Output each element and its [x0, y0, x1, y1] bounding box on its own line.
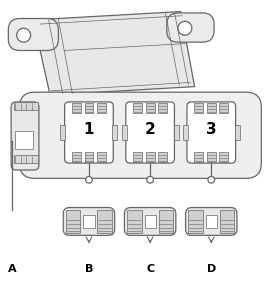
Bar — [194, 103, 203, 113]
Text: 1: 1 — [84, 122, 94, 137]
Bar — [85, 152, 93, 162]
Bar — [14, 102, 38, 110]
Text: 2: 2 — [145, 122, 155, 137]
Bar — [158, 103, 167, 113]
Bar — [85, 103, 93, 113]
Bar — [14, 155, 38, 163]
Bar — [183, 125, 188, 140]
FancyBboxPatch shape — [126, 102, 174, 163]
Polygon shape — [33, 12, 195, 95]
Bar — [112, 125, 117, 140]
FancyBboxPatch shape — [124, 208, 176, 235]
Bar — [127, 210, 142, 233]
Text: D: D — [207, 264, 216, 274]
Bar — [173, 125, 178, 140]
Bar — [121, 125, 126, 140]
Bar — [97, 210, 112, 233]
Bar — [235, 125, 240, 140]
Circle shape — [147, 176, 153, 183]
Bar — [97, 103, 106, 113]
Bar — [207, 103, 216, 113]
FancyBboxPatch shape — [11, 102, 39, 170]
Bar — [146, 152, 155, 162]
Text: A: A — [8, 264, 17, 274]
Circle shape — [17, 28, 31, 42]
Circle shape — [178, 21, 192, 35]
Bar — [206, 215, 217, 228]
Bar — [72, 103, 81, 113]
FancyBboxPatch shape — [64, 102, 113, 163]
Bar — [83, 215, 95, 228]
Bar — [72, 152, 81, 162]
Text: 3: 3 — [206, 122, 217, 137]
Bar — [145, 215, 156, 228]
Text: B: B — [85, 264, 93, 274]
FancyBboxPatch shape — [63, 208, 115, 235]
FancyBboxPatch shape — [187, 102, 235, 163]
Text: C: C — [146, 264, 154, 274]
Bar — [158, 210, 173, 233]
Bar — [97, 152, 106, 162]
Bar — [220, 210, 234, 233]
Bar — [61, 125, 66, 140]
Bar — [219, 103, 228, 113]
Bar — [219, 152, 228, 162]
FancyBboxPatch shape — [19, 92, 261, 178]
FancyBboxPatch shape — [167, 13, 214, 42]
FancyBboxPatch shape — [8, 19, 58, 50]
Bar — [158, 152, 167, 162]
Bar — [66, 210, 81, 233]
Bar — [133, 152, 142, 162]
Circle shape — [86, 176, 92, 183]
Bar — [133, 103, 142, 113]
Bar — [194, 152, 203, 162]
Bar — [207, 152, 216, 162]
Bar — [188, 210, 203, 233]
Circle shape — [208, 176, 215, 183]
FancyBboxPatch shape — [185, 208, 237, 235]
Bar — [146, 103, 155, 113]
Bar — [15, 131, 33, 149]
